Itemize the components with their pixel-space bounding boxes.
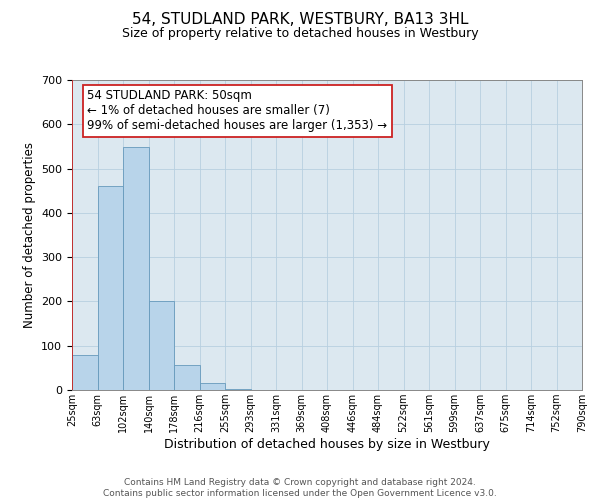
Bar bbox=[225, 388, 251, 390]
Text: 54, STUDLAND PARK, WESTBURY, BA13 3HL: 54, STUDLAND PARK, WESTBURY, BA13 3HL bbox=[132, 12, 468, 28]
Bar bbox=[72, 354, 97, 390]
Y-axis label: Number of detached properties: Number of detached properties bbox=[23, 142, 35, 328]
Bar bbox=[123, 148, 149, 390]
Text: Size of property relative to detached houses in Westbury: Size of property relative to detached ho… bbox=[122, 28, 478, 40]
Bar bbox=[174, 365, 199, 390]
Bar bbox=[199, 384, 225, 390]
X-axis label: Distribution of detached houses by size in Westbury: Distribution of detached houses by size … bbox=[164, 438, 490, 451]
Text: 54 STUDLAND PARK: 50sqm
← 1% of detached houses are smaller (7)
99% of semi-deta: 54 STUDLAND PARK: 50sqm ← 1% of detached… bbox=[88, 90, 388, 132]
Text: Contains HM Land Registry data © Crown copyright and database right 2024.
Contai: Contains HM Land Registry data © Crown c… bbox=[103, 478, 497, 498]
Bar bbox=[149, 302, 174, 390]
Bar bbox=[97, 186, 123, 390]
